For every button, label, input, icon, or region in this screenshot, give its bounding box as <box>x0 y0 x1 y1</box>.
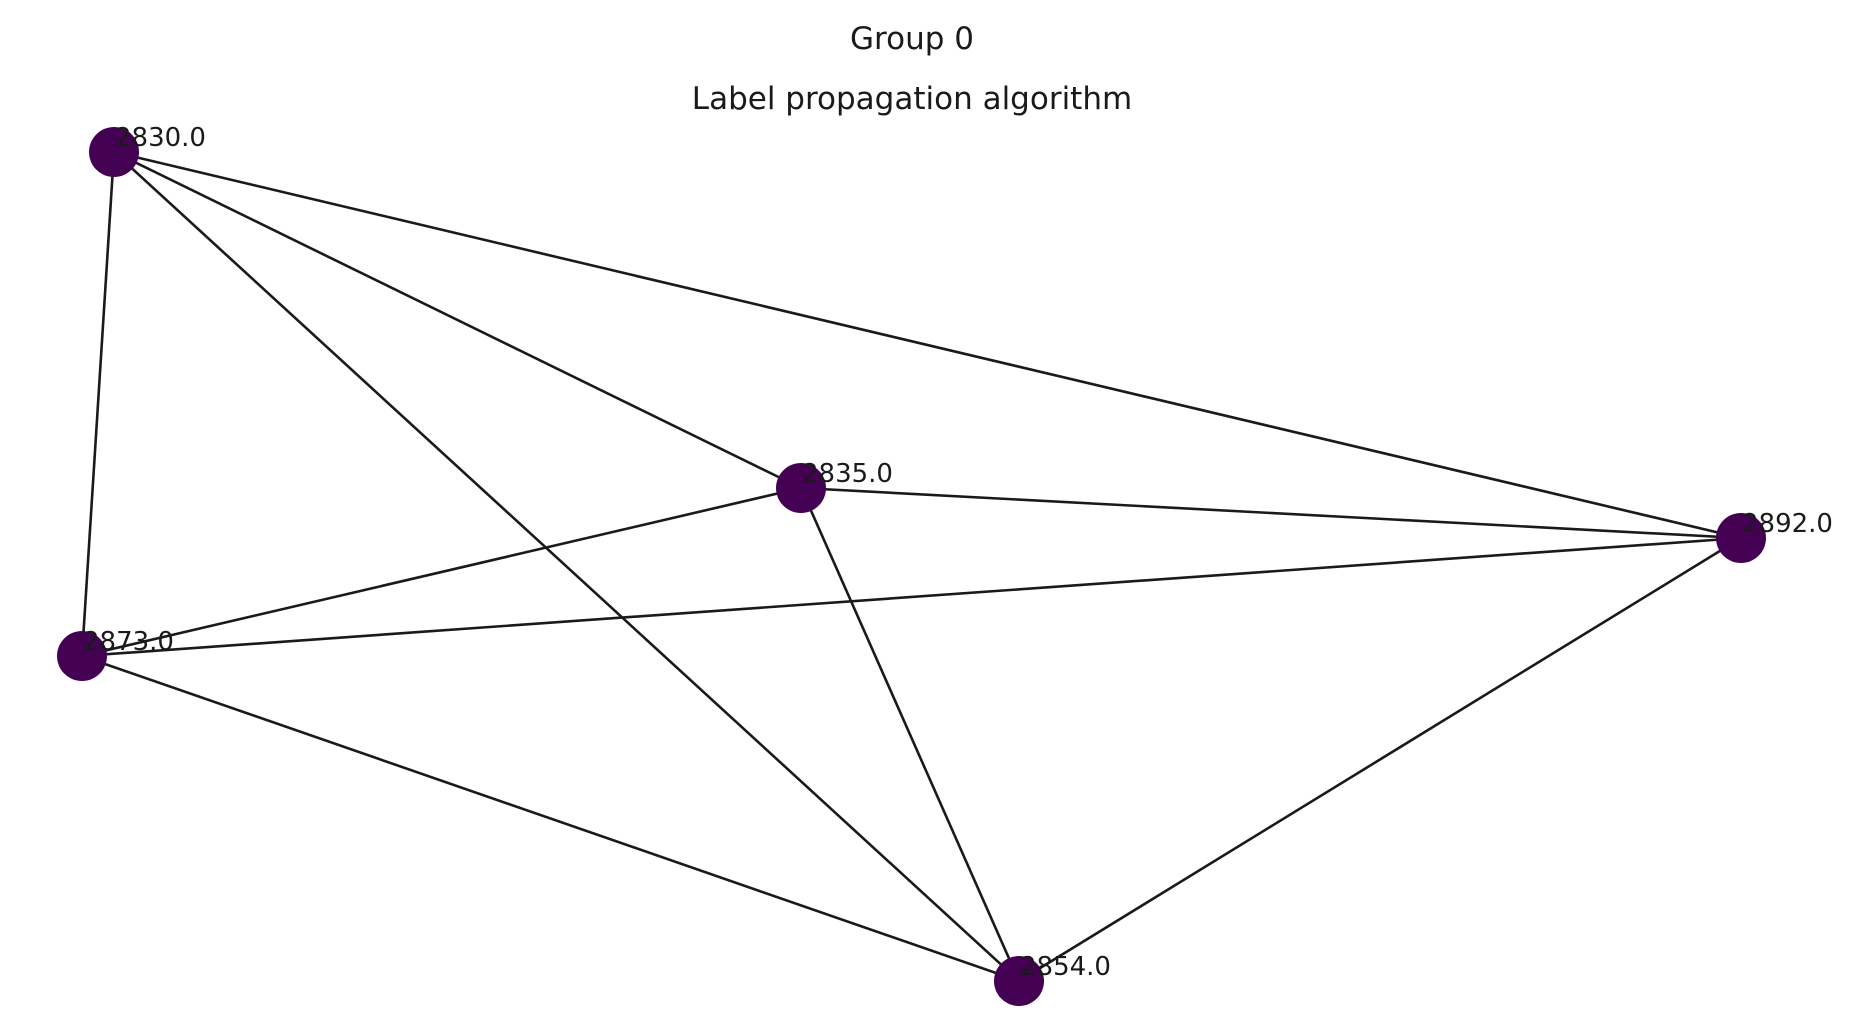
node-2835 <box>776 463 826 513</box>
node-label-2854: 2854.0 <box>1020 952 1111 982</box>
nodes-layer <box>57 127 1766 1006</box>
edge-2873-2854 <box>81 654 1020 983</box>
node-label-2892: 2892.0 <box>1742 509 1833 539</box>
labels-layer: 2830.0 2835.0 2892.0 2873.0 2854.0 <box>83 123 1833 982</box>
node-2873 <box>57 631 107 681</box>
node-label-2873: 2873.0 <box>83 627 174 657</box>
figure-subtitle: Label propagation algorithm <box>692 81 1132 117</box>
node-2830 <box>89 127 139 177</box>
edge-2830-2873 <box>80 151 116 657</box>
edge-2835-2892 <box>800 486 1742 540</box>
edge-2873-2892 <box>81 536 1742 658</box>
edges-layer <box>80 150 1742 983</box>
edge-2835-2873 <box>81 486 802 658</box>
node-2892 <box>1716 513 1766 563</box>
edge-2892-2854 <box>1018 536 1742 983</box>
edge-2830-2892 <box>113 150 1742 540</box>
node-label-2830: 2830.0 <box>115 123 206 153</box>
edge-2830-2835 <box>113 150 802 490</box>
node-label-2835: 2835.0 <box>802 459 893 489</box>
edge-2835-2854 <box>799 487 1021 982</box>
edge-2830-2854 <box>113 151 1020 982</box>
figure-title: Group 0 <box>850 21 974 57</box>
node-2854 <box>994 956 1044 1006</box>
